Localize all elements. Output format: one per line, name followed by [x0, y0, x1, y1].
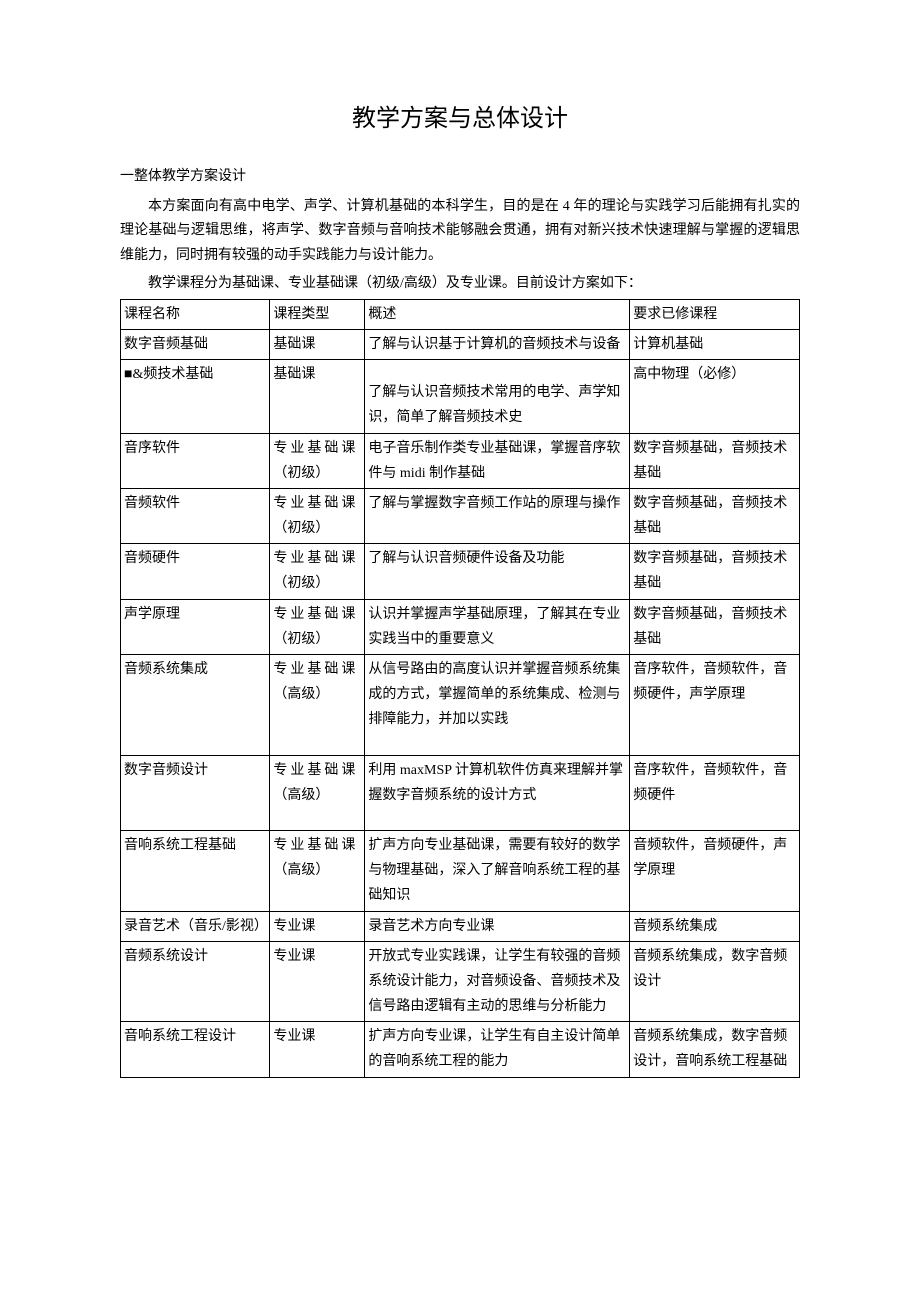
- cell-type: 专业基础课 （初级）: [270, 433, 365, 488]
- cell-desc: 了解与掌握数字音频工作站的原理与操作: [365, 488, 630, 543]
- cell-type: 专业课: [270, 911, 365, 941]
- table-row: 音频系统设计 专业课 开放式专业实践课，让学生有较强的音频系统设计能力，对音频设…: [121, 941, 800, 1022]
- cell-prereq: 计算机基础: [630, 329, 800, 359]
- col-header-prereq: 要求已修课程: [630, 299, 800, 329]
- type-suffix: （初级）: [273, 466, 329, 481]
- cell-prereq: 音频系统集成: [630, 911, 800, 941]
- cell-name: 音响系统工程基础: [121, 830, 270, 911]
- cell-name: 音序软件: [121, 433, 270, 488]
- table-row: 声学原理 专业基础课 （初级） 认识并掌握声学基础原理，了解其在专业实践当中的重要…: [121, 599, 800, 654]
- type-prefix: 专业基础课: [273, 662, 358, 677]
- cell-type: 专业基础课 （初级）: [270, 488, 365, 543]
- intro-paragraph: 本方案面向有高中电学、声学、计算机基础的本科学生，目的是在 4 年的理论与实践学…: [120, 195, 800, 269]
- type-suffix: （高级）: [273, 788, 329, 803]
- cell-desc: 录音艺术方向专业课: [365, 911, 630, 941]
- page-title: 教学方案与总体设计: [120, 100, 800, 138]
- cell-name: 声学原理: [121, 599, 270, 654]
- type-prefix: 专业基础课: [273, 441, 358, 456]
- section-heading: 一整体教学方案设计: [120, 166, 800, 188]
- type-suffix: （高级）: [273, 687, 329, 702]
- cell-name: 音频系统设计: [121, 941, 270, 1022]
- table-header-row: 课程名称 课程类型 概述 要求已修课程: [121, 299, 800, 329]
- table-intro: 教学课程分为基础课、专业基础课（初级/高级）及专业课。目前设计方案如下：: [120, 272, 800, 297]
- cell-type: 专业基础课 （高级）: [270, 830, 365, 911]
- cell-desc: 了解与认识音频硬件设备及功能: [365, 544, 630, 599]
- table-row: 音频系统集成 专业基础课 （高级） 从信号路由的高度认识并掌握音频系统集成的方式，…: [121, 655, 800, 756]
- type-suffix: （高级）: [273, 863, 329, 878]
- col-header-desc: 概述: [365, 299, 630, 329]
- course-table: 课程名称 课程类型 概述 要求已修课程 数字音频基础 基础课 了解与认识基于计算…: [120, 299, 800, 1078]
- type-suffix: （初级）: [273, 576, 329, 591]
- cell-type: 基础课: [270, 329, 365, 359]
- cell-prereq: 数字音频基础，音频技术基础: [630, 544, 800, 599]
- type-suffix: （初级）: [273, 632, 329, 647]
- type-suffix: （初级）: [273, 521, 329, 536]
- cell-name: 音频软件: [121, 488, 270, 543]
- cell-prereq: 音序软件，音频软件，音频硬件: [630, 755, 800, 830]
- col-header-name: 课程名称: [121, 299, 270, 329]
- cell-desc: 利用 maxMSP 计算机软件仿真来理解并掌握数字音频系统的设计方式: [365, 755, 630, 830]
- table-row: 数字音频设计 专业基础课 （高级） 利用 maxMSP 计算机软件仿真来理解并掌握…: [121, 755, 800, 830]
- cell-prereq: 音序软件，音频软件，音频硬件，声学原理: [630, 655, 800, 756]
- cell-name: 数字音频基础: [121, 329, 270, 359]
- cell-prereq: 音频系统集成，数字音频设计，音响系统工程基础: [630, 1022, 800, 1077]
- table-row: 音响系统工程基础 专业基础课 （高级） 扩声方向专业基础课，需要有较好的数学与物理…: [121, 830, 800, 911]
- cell-name: 音频硬件: [121, 544, 270, 599]
- cell-prereq: 数字音频基础，音频技术基础: [630, 599, 800, 654]
- cell-type: 基础课: [270, 360, 365, 433]
- table-row: 音响系统工程设计 专业课 扩声方向专业课，让学生有自主设计简单的音响系统工程的能…: [121, 1022, 800, 1077]
- table-row: 数字音频基础 基础课 了解与认识基于计算机的音频技术与设备 计算机基础: [121, 329, 800, 359]
- cell-name: 数字音频设计: [121, 755, 270, 830]
- table-row: ■&频技术基础 基础课 了解与认识音频技术常用的电学、声学知识，简单了解音频技术…: [121, 360, 800, 433]
- cell-desc: 扩声方向专业课，让学生有自主设计简单的音响系统工程的能力: [365, 1022, 630, 1077]
- cell-desc: 了解与认识音频技术常用的电学、声学知识，简单了解音频技术史: [365, 360, 630, 433]
- cell-prereq: 音频系统集成，数字音频设计: [630, 941, 800, 1022]
- cell-type: 专业基础课 （初级）: [270, 544, 365, 599]
- table-row: 音序软件 专业基础课 （初级） 电子音乐制作类专业基础课，掌握音序软件与 midi…: [121, 433, 800, 488]
- cell-prereq: 音频软件，音频硬件，声学原理: [630, 830, 800, 911]
- cell-prereq: 数字音频基础，音频技术基础: [630, 433, 800, 488]
- type-prefix: 专业基础课: [273, 838, 358, 853]
- table-row: 音频软件 专业基础课 （初级） 了解与掌握数字音频工作站的原理与操作 数字音频基础…: [121, 488, 800, 543]
- cell-desc: 开放式专业实践课，让学生有较强的音频系统设计能力，对音频设备、音频技术及信号路由…: [365, 941, 630, 1022]
- cell-type: 专业课: [270, 1022, 365, 1077]
- cell-prereq: 数字音频基础，音频技术基础: [630, 488, 800, 543]
- type-prefix: 专业基础课: [273, 763, 358, 778]
- cell-type: 专业基础课 （初级）: [270, 599, 365, 654]
- cell-name: 音频系统集成: [121, 655, 270, 756]
- cell-desc: 扩声方向专业基础课，需要有较好的数学与物理基础，深入了解音响系统工程的基础知识: [365, 830, 630, 911]
- table-row: 录音艺术（音乐/影视） 专业课 录音艺术方向专业课 音频系统集成: [121, 911, 800, 941]
- cell-type: 专业基础课 （高级）: [270, 755, 365, 830]
- cell-name: 音响系统工程设计: [121, 1022, 270, 1077]
- table-row: 音频硬件 专业基础课 （初级） 了解与认识音频硬件设备及功能 数字音频基础，音频技…: [121, 544, 800, 599]
- cell-prereq: 高中物理（必修）: [630, 360, 800, 433]
- cell-desc: 了解与认识基于计算机的音频技术与设备: [365, 329, 630, 359]
- cell-type: 专业课: [270, 941, 365, 1022]
- type-prefix: 专业基础课: [273, 551, 358, 566]
- cell-type: 专业基础课 （高级）: [270, 655, 365, 756]
- cell-desc: 认识并掌握声学基础原理，了解其在专业实践当中的重要意义: [365, 599, 630, 654]
- cell-desc: 电子音乐制作类专业基础课，掌握音序软件与 midi 制作基础: [365, 433, 630, 488]
- type-prefix: 专业基础课: [273, 607, 358, 622]
- col-header-type: 课程类型: [270, 299, 365, 329]
- cell-name: 录音艺术（音乐/影视）: [121, 911, 270, 941]
- type-prefix: 专业基础课: [273, 496, 358, 511]
- cell-name: ■&频技术基础: [121, 360, 270, 433]
- cell-desc: 从信号路由的高度认识并掌握音频系统集成的方式，掌握简单的系统集成、检测与排障能力…: [365, 655, 630, 756]
